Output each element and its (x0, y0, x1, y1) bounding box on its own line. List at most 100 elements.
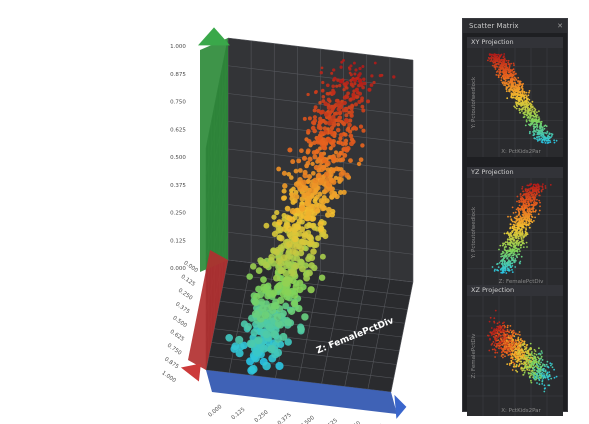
projection-point (548, 384, 551, 387)
projection-point (495, 331, 498, 334)
data-point (271, 230, 278, 238)
data-point (273, 348, 283, 357)
projection-point (516, 229, 519, 231)
projection-point (517, 96, 520, 99)
projection-point (543, 132, 545, 134)
data-point (310, 120, 316, 125)
data-point (319, 110, 324, 115)
projection-point (508, 81, 511, 83)
projection-point (496, 269, 498, 271)
data-point (343, 132, 348, 137)
projection-point (529, 372, 532, 375)
projection-point (516, 215, 519, 218)
projection-point (548, 371, 551, 373)
data-point (313, 105, 318, 110)
data-point (289, 216, 296, 223)
projection-point (497, 62, 500, 64)
projection-point (524, 108, 527, 111)
y-axis-label: Y: Pctoutofwedlock (75, 110, 85, 209)
projection-point (526, 98, 529, 101)
xy-projection: XY Projection X: PctKids2Par Y: Pctoutofw… (467, 37, 563, 157)
projection-point (488, 53, 491, 55)
projection-point (529, 102, 532, 105)
projection-point (518, 331, 521, 333)
projection-point (525, 207, 528, 209)
projection-point (522, 101, 525, 104)
projection-point (522, 210, 525, 212)
data-point (296, 183, 303, 190)
data-point (246, 273, 253, 280)
data-point (338, 132, 344, 138)
data-point (302, 172, 308, 179)
projection-point (547, 366, 550, 369)
projection-point (530, 218, 533, 221)
projection-point (521, 217, 523, 219)
data-point (326, 92, 331, 96)
projection-point (524, 207, 526, 209)
projection-point (507, 330, 510, 333)
projection-point (531, 369, 534, 372)
projection-point (547, 139, 550, 142)
projection-point (513, 250, 516, 253)
projection-point (512, 243, 515, 246)
projection-point (527, 199, 530, 201)
projection-point (500, 329, 502, 332)
data-point (352, 125, 357, 130)
data-point (277, 296, 285, 305)
projection-point (524, 214, 527, 217)
projection-point (539, 368, 542, 370)
projection-point (518, 232, 521, 235)
projection-point (534, 375, 536, 378)
projection-point (500, 355, 503, 357)
data-point (317, 225, 324, 233)
projection-ylabel: Y: Pctoutofwedlock (471, 206, 477, 259)
projection-point (512, 358, 514, 361)
data-point (340, 141, 346, 147)
projection-point (511, 225, 514, 228)
yz-projection-plot[interactable]: Z: FemalePctDiv Y: Pctoutofwedlock (467, 178, 563, 287)
projection-point (494, 268, 496, 271)
x-tick-label: 0.375 (174, 301, 191, 315)
projection-point (537, 213, 540, 215)
xz-projection-plot[interactable]: X: PctKids2Par Z: FemalePctDiv (467, 296, 563, 416)
projection-point (526, 216, 529, 219)
projection-point (493, 59, 495, 62)
close-icon[interactable]: ✕ (557, 22, 563, 30)
projection-point (537, 365, 540, 368)
data-point (349, 141, 354, 147)
projection-points (487, 309, 558, 393)
projection-ylabel: Y: Pctoutofwedlock (471, 76, 477, 129)
projection-point (520, 341, 523, 344)
xy-projection-plot[interactable]: X: PctKids2Par Y: Pctoutofwedlock (467, 48, 563, 157)
z-tick-label: 0.250 (254, 409, 270, 424)
projection-point (503, 55, 505, 58)
projection-point (521, 90, 524, 93)
data-point (349, 106, 354, 111)
projection-point (521, 186, 524, 188)
data-point (328, 146, 333, 151)
projection-point (530, 374, 532, 377)
y-axis-arrow (198, 27, 230, 46)
projection-point (538, 359, 541, 362)
projection-point (497, 266, 500, 268)
projection-point (511, 206, 514, 209)
projection-point (501, 325, 504, 327)
projection-point (517, 209, 520, 211)
projection-point (536, 136, 538, 139)
projection-point (509, 244, 512, 246)
projection-point (491, 348, 494, 351)
projection-point (524, 218, 527, 220)
projection-point (493, 328, 496, 330)
data-point (297, 249, 305, 257)
projection-point (502, 264, 504, 267)
projection-point (530, 211, 533, 213)
projection-point (501, 251, 504, 253)
projection-point (541, 133, 544, 136)
data-point (278, 235, 285, 242)
projection-point (535, 358, 538, 361)
projection-point (536, 140, 539, 142)
data-point (342, 146, 349, 152)
projection-point (515, 208, 518, 211)
projection-point (525, 227, 527, 229)
